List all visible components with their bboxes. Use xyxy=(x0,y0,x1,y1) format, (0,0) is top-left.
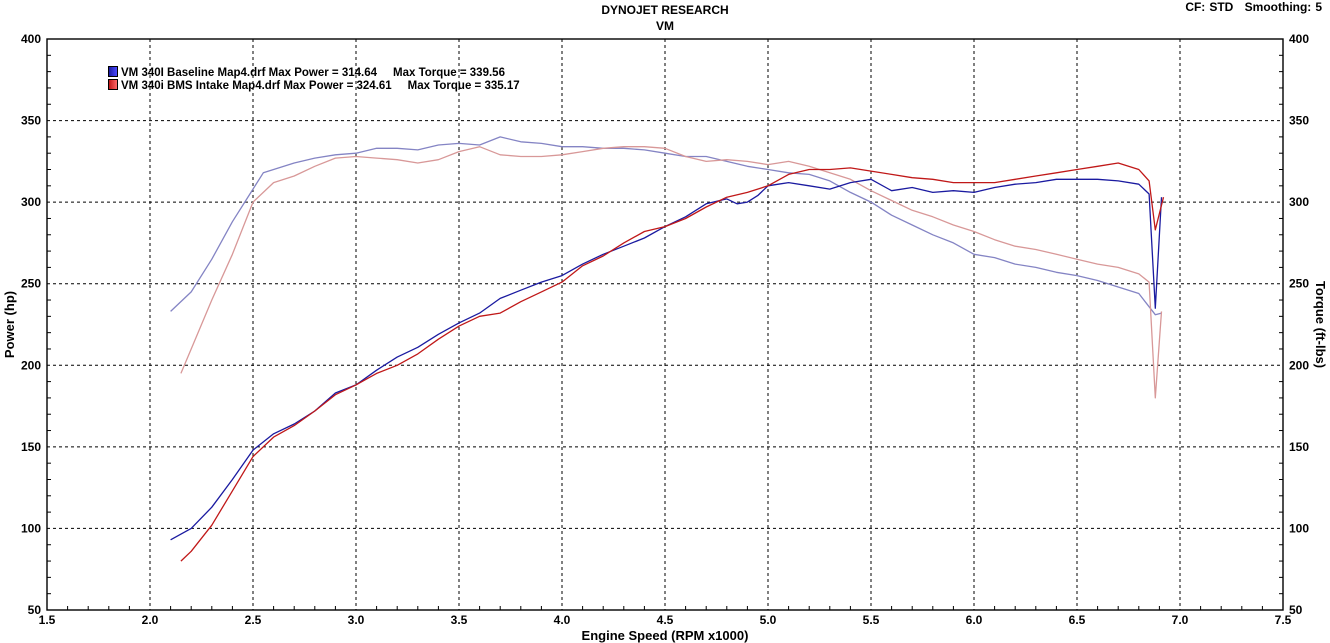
series-lines xyxy=(170,136,1165,562)
legend-max-torque-baseline: Max Torque = 339.56 xyxy=(393,67,505,79)
legend-max-power-baseline: Max Power = 314.64 xyxy=(268,67,378,79)
legend-swatch-baseline xyxy=(108,66,118,77)
x-tick-label: 4.0 xyxy=(554,613,571,627)
x-tick-label: 3.5 xyxy=(451,613,468,627)
y-axis-label: Power (hp) xyxy=(2,291,17,358)
x-tick-label: 7.5 xyxy=(1275,613,1292,627)
cf-label: CF: xyxy=(1185,0,1206,14)
y-tick-label: 200 xyxy=(21,358,41,372)
axis-ticks: 1.5 2.0 2.5 3.0 3.5 4.0 4.5 5.0 5.5 6.0 6.5 7.0 7.55… xyxy=(21,32,1309,627)
y-tick-label: 100 xyxy=(21,521,41,535)
legend-file-bms-intake: VM 340i BMS Intake Map4.drf xyxy=(121,80,281,92)
legend-entry-baseline: VM 340I Baseline Map4.drf Max Power = 31… xyxy=(108,66,505,80)
torque-line-bms-intake xyxy=(180,146,1163,399)
x-tick-label: 7.0 xyxy=(1172,613,1189,627)
smoothing-value: 5 xyxy=(1315,0,1322,14)
y2-tick-label: 300 xyxy=(1289,195,1309,209)
legend-swatch-bms-intake xyxy=(108,79,118,90)
y2-axis-label: Torque (ft-lbs) xyxy=(1313,281,1328,368)
correction-info: CF: STD Smoothing: 5 xyxy=(1185,0,1322,14)
x-tick-label: 6.5 xyxy=(1069,613,1086,627)
x-tick-label: 2.0 xyxy=(142,613,159,627)
x-tick-label: 3.0 xyxy=(348,613,365,627)
chart-subtitle: VM xyxy=(656,19,674,33)
chart-title: DYNOJET RESEARCH xyxy=(601,3,729,17)
x-axis-label: Engine Speed (RPM x1000) xyxy=(582,628,749,643)
legend-max-power-bms-intake: Max Power = 324.61 xyxy=(283,80,392,92)
x-tick-label: 5.5 xyxy=(863,613,880,627)
y2-tick-label: 250 xyxy=(1289,277,1309,291)
y-tick-label: 150 xyxy=(21,440,41,454)
x-tick-label: 2.5 xyxy=(245,613,262,627)
x-tick-label: 1.5 xyxy=(39,613,56,627)
cf-value: STD xyxy=(1209,0,1234,14)
plot-frame xyxy=(46,38,1284,611)
y-tick-label: 400 xyxy=(21,32,41,46)
legend-entry-bms-intake: VM 340i BMS Intake Map4.drf Max Power = … xyxy=(108,79,520,93)
legend-file-baseline: VM 340I Baseline Map4.drf xyxy=(121,67,266,79)
y-tick-label: 300 xyxy=(21,195,41,209)
y2-tick-label: 400 xyxy=(1289,32,1309,46)
y-tick-label: 50 xyxy=(28,603,42,617)
power-line-baseline xyxy=(170,178,1163,541)
smoothing-label: Smoothing: xyxy=(1244,0,1312,14)
grid-lines xyxy=(47,39,1283,610)
x-tick-label: 4.5 xyxy=(657,613,674,627)
y2-tick-label: 350 xyxy=(1289,114,1309,128)
legend-max-torque-bms-intake: Max Torque = 335.17 xyxy=(407,80,520,92)
y2-tick-label: 150 xyxy=(1289,440,1309,454)
y2-tick-label: 50 xyxy=(1289,603,1303,617)
y2-tick-label: 200 xyxy=(1289,358,1309,372)
y2-tick-label: 100 xyxy=(1289,521,1309,535)
y-tick-label: 350 xyxy=(21,114,41,128)
torque-line-baseline xyxy=(170,136,1162,316)
y-tick-label: 250 xyxy=(21,277,41,291)
x-tick-label: 5.0 xyxy=(760,613,777,627)
x-tick-label: 6.0 xyxy=(966,613,983,627)
power-line-bms-intake xyxy=(180,162,1165,562)
